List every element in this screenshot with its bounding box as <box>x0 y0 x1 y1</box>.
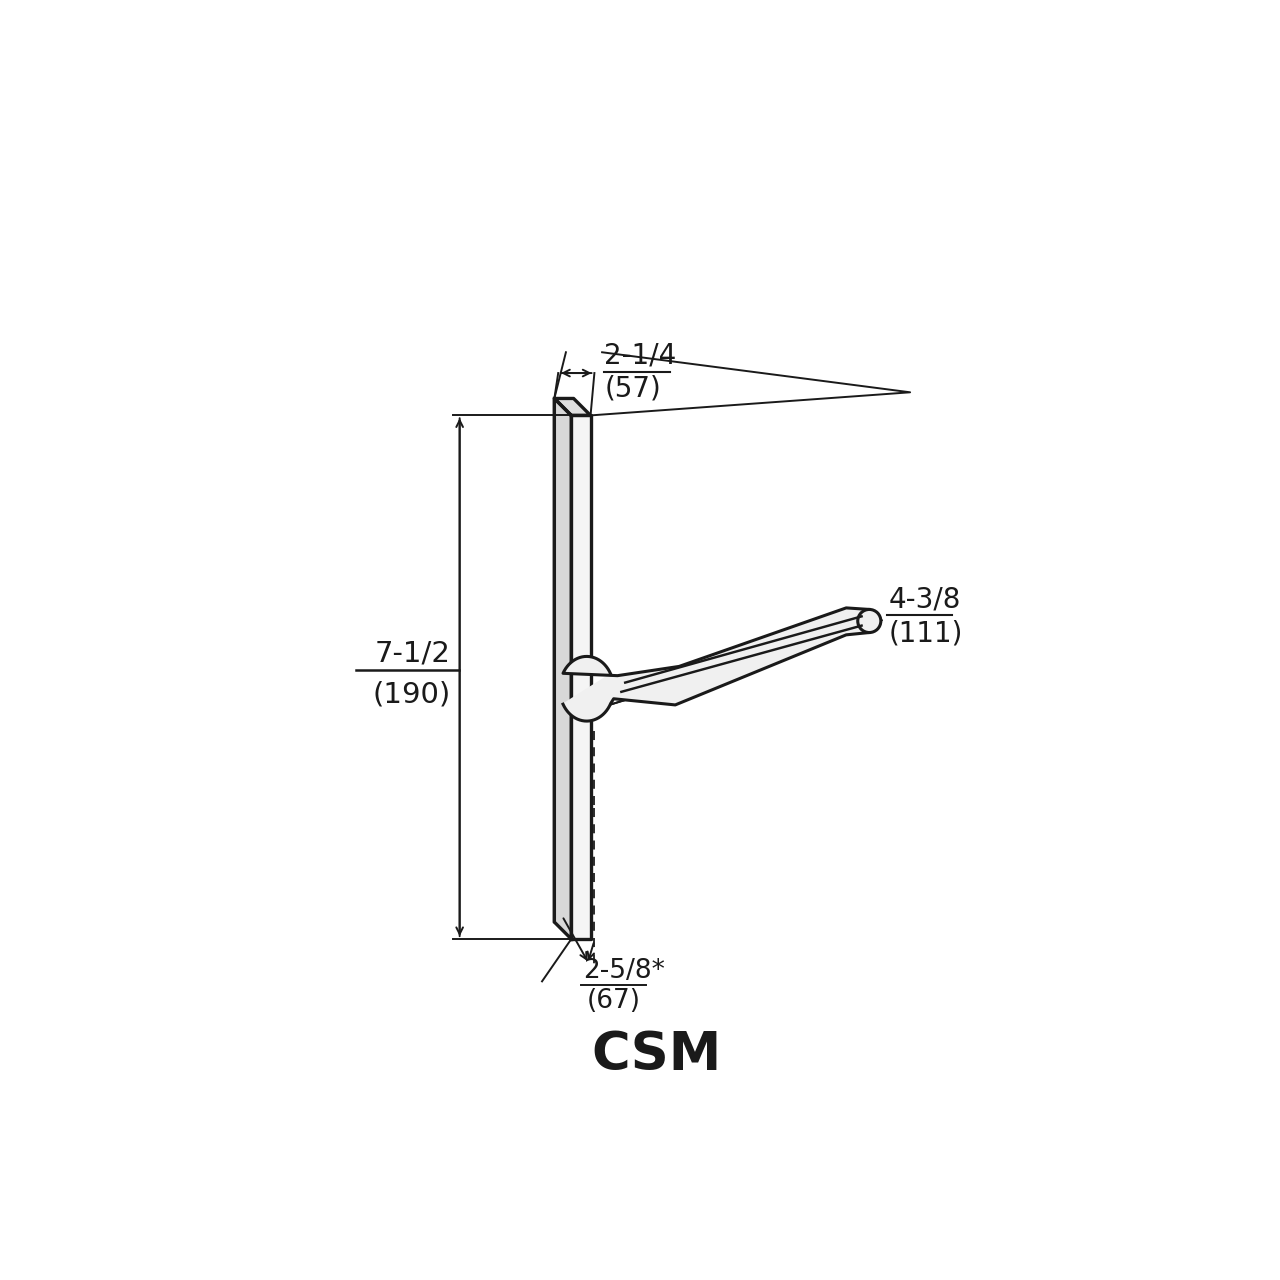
Text: 7-1/2: 7-1/2 <box>375 640 451 668</box>
Polygon shape <box>571 416 590 940</box>
Text: (111): (111) <box>888 620 963 648</box>
Polygon shape <box>554 398 590 416</box>
Text: 4-3/8: 4-3/8 <box>888 585 961 613</box>
Text: CSM: CSM <box>591 1029 721 1080</box>
Text: (67): (67) <box>586 987 641 1014</box>
Text: 2-5/8*: 2-5/8* <box>582 957 664 983</box>
Circle shape <box>858 609 881 632</box>
Text: (190): (190) <box>372 680 451 708</box>
Text: 2-1/4: 2-1/4 <box>604 342 677 369</box>
Polygon shape <box>563 608 869 721</box>
Polygon shape <box>554 398 571 940</box>
Text: (57): (57) <box>604 375 662 403</box>
